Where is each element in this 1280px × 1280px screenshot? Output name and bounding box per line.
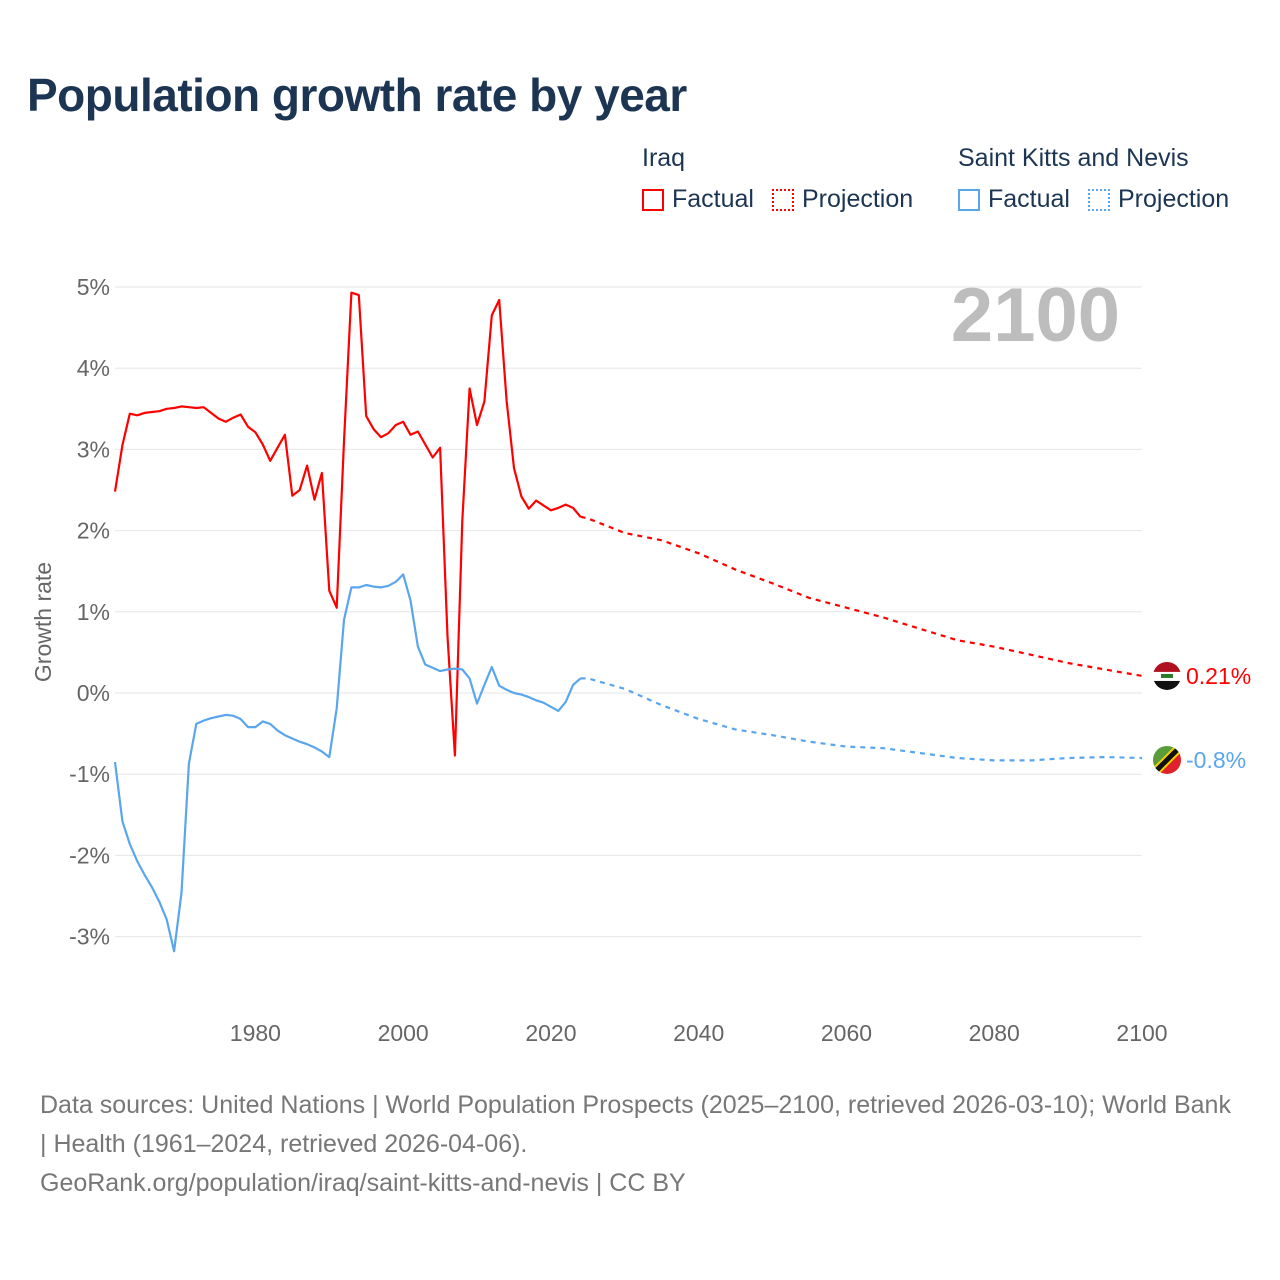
saint-kitts-and-nevis-factual-line [113,573,582,953]
x-tick-label: 2040 [673,1020,724,1046]
legend-country-iraq: Iraq [642,144,686,172]
y-tick-label: 5% [77,274,110,300]
saint-kitts-and-nevis-projection-line [580,677,1143,762]
source-link[interactable]: GeoRank.org/population/iraq/saint-kitts-… [40,1169,686,1197]
skn-end-label: -0.8% [1186,747,1246,773]
legend-label: Projection [1117,185,1230,213]
dotted-swatch-icon [1087,188,1110,211]
x-tick-label: 2080 [969,1020,1020,1046]
x-tick-label: 2000 [378,1020,429,1046]
dotted-swatch-icon [771,188,794,211]
y-tick-label: 1% [77,599,110,625]
y-axis-title: Growth rate [30,562,56,682]
iraq-end-label: 0.21% [1186,663,1251,689]
legend-iraq-factual[interactable]: Factual [642,185,754,214]
chart-title: Population growth rate by year [27,69,687,121]
data-sources: Data sources: United Nations | World Pop… [40,1091,1231,1158]
legend-country-skn: Saint Kitts and Nevis [958,144,1189,172]
legend-skn: Saint Kitts and Nevis Factual Projection [958,144,1247,214]
legend-label: Projection [801,185,914,213]
skn-flag-icon [1153,745,1181,774]
iraq-flag-icon [1161,673,1173,678]
legend-label: Factual [672,185,754,213]
legend-iraq-projection[interactable]: Projection [771,185,914,214]
solid-swatch-icon [642,188,664,211]
x-tick-label: 2100 [1116,1020,1167,1046]
iraq-flag-icon [1153,661,1181,672]
iraq-factual-line [113,291,582,757]
current-year-label: 2100 [950,273,1120,358]
legend-skn-factual[interactable]: Factual [958,185,1070,214]
y-tick-label: -3% [69,924,110,950]
y-tick-label: -1% [69,761,110,787]
y-tick-label: 2% [77,518,110,544]
x-tick-label: 1980 [230,1020,281,1046]
iraq-projection-line [580,515,1143,677]
y-tick-label: 0% [77,680,110,706]
legend-label: Factual [988,185,1070,213]
x-tick-label: 2020 [525,1020,576,1046]
footer: Data sources: United Nations | World Pop… [40,1086,1240,1203]
y-tick-label: 4% [77,355,110,381]
solid-swatch-icon [958,188,980,211]
x-tick-label: 2060 [821,1020,872,1046]
legend-iraq: Iraq Factual Projection [642,144,931,214]
y-tick-label: 3% [77,436,110,462]
y-tick-label: -2% [69,842,110,868]
legend-skn-projection[interactable]: Projection [1087,185,1230,214]
iraq-flag-icon [1153,680,1181,690]
